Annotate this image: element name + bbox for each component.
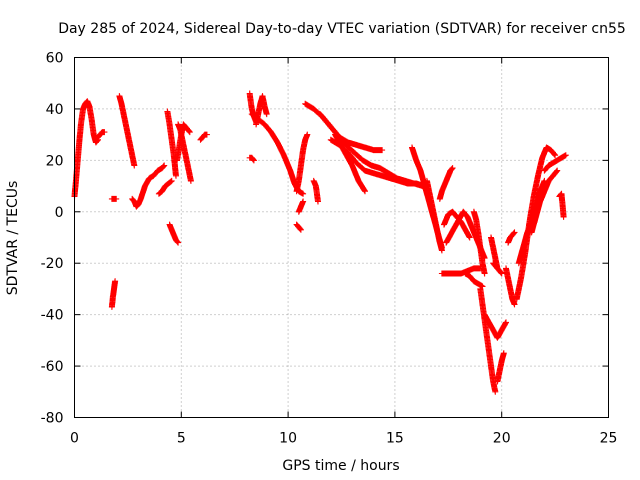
- series-track-30: [438, 265, 484, 277]
- y-tick-label: 20: [46, 153, 64, 169]
- series-track-39: [503, 265, 518, 308]
- series-track-26: [423, 177, 445, 254]
- data-points: [166, 221, 182, 246]
- data-points: [108, 195, 120, 202]
- x-tick-label: 15: [386, 431, 404, 447]
- data-points: [528, 167, 561, 236]
- data-points: [310, 177, 321, 205]
- series-track-12: [197, 131, 210, 143]
- data-points: [246, 154, 257, 164]
- y-tick-label: -20: [41, 256, 64, 272]
- y-tick-label: 60: [46, 51, 64, 67]
- data-points: [436, 165, 456, 202]
- series-track-32: [462, 270, 486, 290]
- series-track-42: [528, 167, 561, 236]
- series-track-18: [293, 221, 304, 233]
- grid-lines: [74, 57, 609, 418]
- data-points: [155, 177, 175, 197]
- data-points: [490, 260, 505, 277]
- series-track-9: [166, 221, 182, 246]
- data-points: [477, 285, 499, 395]
- data-points: [293, 221, 304, 233]
- series-track-35: [494, 350, 507, 385]
- series-track-17: [293, 131, 311, 195]
- series-track-27: [436, 165, 456, 202]
- x-tick-label: 20: [493, 431, 511, 447]
- x-tick-label: 5: [177, 431, 186, 447]
- data-points: [332, 131, 368, 195]
- data-points: [505, 229, 518, 246]
- series-track-6: [129, 162, 168, 210]
- series-track-14: [246, 154, 257, 164]
- y-tick-label: -80: [41, 411, 64, 427]
- data-points: [481, 311, 509, 341]
- series-track-3: [108, 195, 120, 202]
- x-tick-label: 0: [70, 431, 79, 447]
- series-track-43: [541, 152, 569, 174]
- data-points: [470, 208, 488, 277]
- series-track-20: [310, 177, 321, 205]
- series-track-8: [164, 108, 179, 179]
- series-track-34: [481, 311, 509, 341]
- data-points: [129, 162, 168, 210]
- x-tick-label: 25: [600, 431, 618, 447]
- y-axis-label: SDTVAR / TECUs: [5, 181, 21, 296]
- data-series: [71, 90, 569, 395]
- series-track-38: [505, 229, 518, 246]
- data-points: [556, 190, 567, 220]
- chart-title: Day 285 of 2024, Sidereal Day-to-day VTE…: [58, 21, 626, 37]
- series-track-4: [108, 278, 119, 310]
- data-points: [438, 265, 484, 277]
- data-points: [494, 350, 507, 385]
- x-tick-labels: 0 5 10 15 20 25: [70, 431, 617, 447]
- data-points: [462, 270, 486, 290]
- data-points: [164, 108, 179, 179]
- x-axis-label: GPS time / hours: [282, 458, 399, 474]
- data-points: [108, 278, 119, 310]
- data-points: [423, 177, 445, 254]
- plot-frame: [74, 57, 609, 418]
- y-tick-label: 0: [55, 205, 64, 221]
- series-track-31: [470, 208, 488, 277]
- series-track-24: [332, 131, 368, 195]
- series-track-37: [490, 260, 505, 277]
- series-track-2: [95, 129, 108, 141]
- data-points: [295, 198, 307, 215]
- series-track-19: [295, 198, 307, 215]
- data-points: [116, 93, 138, 169]
- data-points: [197, 131, 210, 143]
- series-track-11: [175, 121, 194, 184]
- data-points: [503, 265, 518, 308]
- data-points: [175, 121, 194, 184]
- series-track-5: [116, 93, 138, 169]
- y-tick-labels: -80 -60 -40 -20 0 20 40 60: [41, 51, 64, 427]
- series-track-7: [155, 177, 175, 197]
- x-tick-label: 10: [279, 431, 297, 447]
- y-tick-label: -60: [41, 359, 64, 375]
- series-track-44: [556, 190, 567, 220]
- y-tick-label: 40: [46, 102, 64, 118]
- data-points: [95, 129, 108, 141]
- series-track-33: [477, 285, 499, 395]
- y-tick-label: -40: [41, 308, 64, 324]
- data-points: [541, 152, 569, 174]
- data-points: [293, 131, 311, 195]
